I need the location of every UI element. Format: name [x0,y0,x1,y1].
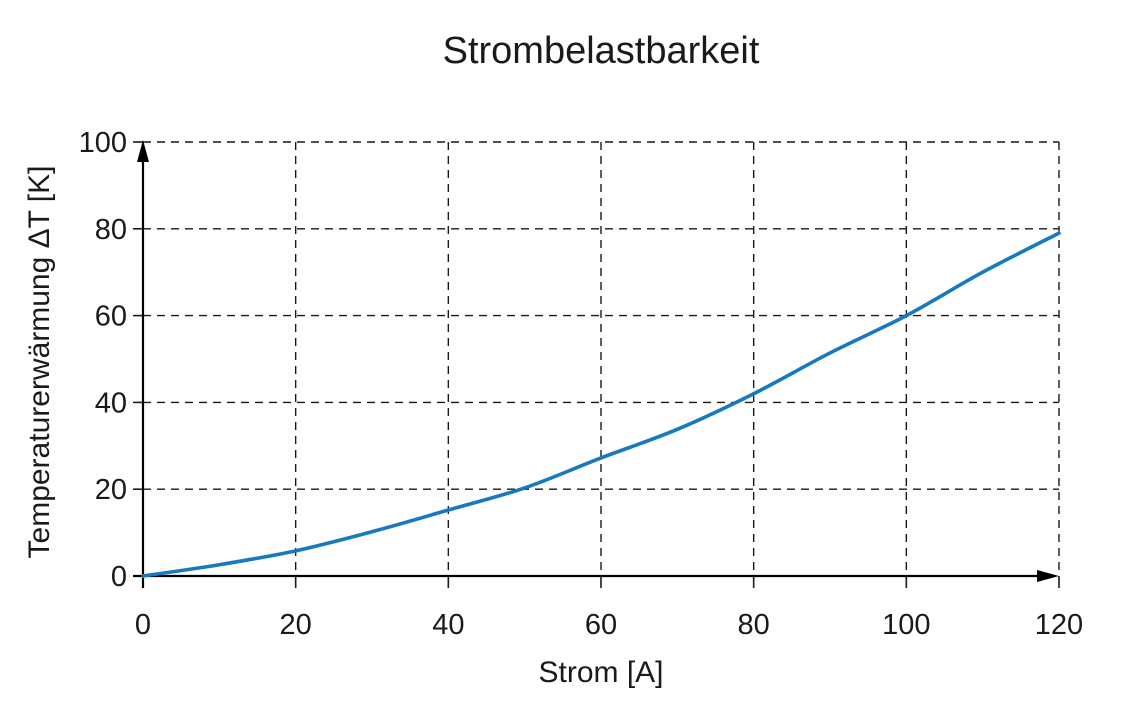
x-tick-label: 80 [738,609,770,641]
x-tick-label: 100 [882,609,930,641]
x-tick-label: 40 [432,609,464,641]
y-axis-arrowhead [137,140,149,162]
x-axis-label: Strom [A] [538,656,664,689]
y-tick-label: 60 [95,301,127,333]
x-axis-arrowhead [1037,570,1059,582]
x-tick-label: 120 [1035,609,1083,641]
y-tick-label: 40 [95,387,127,419]
x-tick-label: 20 [280,609,312,641]
data-line [141,231,1061,578]
y-tick-label: 20 [95,474,127,506]
chart-title: Strombelastbarkeit [442,30,760,72]
x-tick-label: 0 [135,609,151,641]
y-tick-label: 80 [95,214,127,246]
y-tick-label: 100 [79,127,127,159]
y-tick-label: 0 [111,561,127,593]
x-tick-label: 60 [585,609,617,641]
